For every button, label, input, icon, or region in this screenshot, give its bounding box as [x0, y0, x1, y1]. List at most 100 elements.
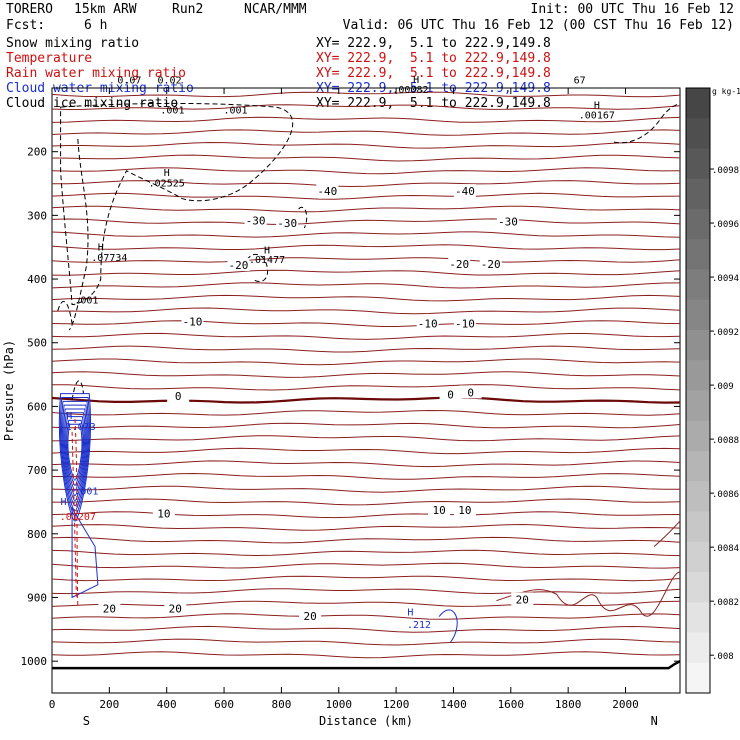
- high-marker: H: [264, 246, 270, 257]
- cloud-water-contour: [63, 408, 87, 502]
- field-value-label: .00167: [579, 111, 615, 122]
- cloud-water-contour: [438, 609, 458, 643]
- isotherm-line: [51, 549, 681, 557]
- cloud-water-contour: [65, 416, 85, 491]
- temp-label-bg: [453, 184, 476, 198]
- y-tick-label: 600: [27, 400, 47, 413]
- isotherm-line: [51, 358, 681, 366]
- isotherm-line: [51, 218, 681, 225]
- ice-contour: [613, 103, 681, 144]
- temp-label-bg: [244, 213, 267, 227]
- run-label: Run2: [172, 2, 204, 17]
- cloud-water-contour: [58, 393, 92, 522]
- temperature-label: 10: [458, 504, 471, 517]
- temp-label-bg: [98, 601, 121, 615]
- temperature-label: -10: [183, 316, 203, 329]
- isotherm-line: [51, 282, 681, 289]
- snow-contour: [60, 102, 294, 306]
- plot-frame: [51, 87, 681, 694]
- y-tick-label: 400: [27, 273, 47, 286]
- colorbar-segment: [686, 390, 710, 422]
- colorbar-tick-label: .0098: [712, 166, 739, 176]
- y-tick-label: 900: [27, 591, 47, 604]
- colorbar-segment: [686, 209, 710, 240]
- colorbar-segment: [686, 148, 710, 180]
- field-value-label: .212: [407, 620, 431, 631]
- colorbar-tick-label: .0094: [712, 274, 739, 284]
- cloud-water-contour: [59, 397, 90, 517]
- temperature-label: 0: [175, 390, 182, 403]
- temp-label-bg: [167, 389, 190, 403]
- isotherm-line: [51, 396, 681, 404]
- temperature-label: 0: [467, 386, 474, 399]
- x-tick-label: 1800: [555, 698, 582, 711]
- colorbar-tick-label: .0084: [712, 544, 739, 554]
- x-tick-label: 200: [99, 698, 119, 711]
- isotherm-line: [51, 575, 681, 582]
- south-label: S: [83, 714, 90, 728]
- field-name: Snow mixing ratio: [6, 36, 140, 51]
- temperature-label: -30: [277, 217, 297, 230]
- cloud-water-contour: [61, 400, 89, 512]
- y-axis-label: Pressure (hPa): [2, 340, 16, 441]
- colorbar-segment: [686, 118, 710, 149]
- colorbar-segment: [686, 360, 710, 391]
- x-tick-label: 600: [214, 698, 234, 711]
- x-tick-label: 1200: [383, 698, 410, 711]
- isotherm-line: [51, 588, 681, 595]
- y-tick-label: 500: [27, 337, 47, 350]
- temp-label-bg: [181, 314, 204, 328]
- field-value-label: .001: [74, 295, 98, 306]
- colorbar-segment: [686, 451, 710, 482]
- isotherm-line: [51, 154, 681, 162]
- colorbar-frame: [685, 87, 711, 694]
- field-value-label: .00082: [392, 85, 428, 96]
- temperature-label: 20: [516, 593, 529, 606]
- x-tick-label: 800: [271, 698, 291, 711]
- temperature-label: -40: [455, 185, 475, 198]
- isotherm-line: [51, 116, 681, 123]
- colorbar-tick-label: .0092: [712, 328, 739, 338]
- isotherm-line: [51, 129, 681, 136]
- cloud-water-contour: [66, 419, 84, 486]
- rain-contour: [74, 419, 79, 608]
- cloud-water-contour: [71, 506, 99, 599]
- snow-contour: [57, 300, 73, 324]
- high-marker: H: [413, 75, 419, 86]
- high-marker: H: [594, 100, 600, 111]
- isotherm-line: [51, 269, 681, 276]
- temperature-label: -30: [498, 216, 518, 229]
- isotherm-line: [51, 244, 681, 251]
- colorbar-unit-label: g kg-1: [712, 87, 740, 96]
- isotherm-line: [51, 205, 681, 213]
- colorbar-segment: [686, 299, 710, 331]
- x-tick-label: 400: [157, 698, 177, 711]
- colorbar-segment: [686, 178, 710, 210]
- isotherm-line: [51, 447, 681, 455]
- temp-label-bg: [416, 316, 439, 330]
- isotherm-line: [51, 498, 681, 506]
- temp-label-bg: [428, 503, 451, 517]
- isotherm-line: [51, 141, 681, 149]
- surface-line: [52, 660, 681, 670]
- model-name: TORERO: [6, 2, 53, 17]
- isotherm-line: [653, 520, 681, 547]
- field-value-label: .01477: [249, 255, 285, 266]
- colorbar-segment: [686, 481, 710, 512]
- field-xy-range: XY= 222.9, 5.1 to 222.9,149.8: [316, 51, 551, 66]
- isotherm-line: [51, 231, 681, 238]
- y-tick-label: 700: [27, 464, 47, 477]
- resolution: 15km ARW: [74, 2, 137, 17]
- x-tick-label: 0: [49, 698, 56, 711]
- colorbar-tick-label: .008: [712, 652, 734, 662]
- temp-label-bg: [299, 608, 322, 622]
- y-tick-label: 200: [27, 146, 47, 159]
- isotherm-line: [51, 192, 681, 200]
- field-name: Temperature: [6, 51, 93, 66]
- temperature-label: 10: [432, 504, 445, 517]
- isotherm-line: [51, 485, 681, 493]
- colorbar-segment: [686, 269, 710, 301]
- field-name: Rain water mixing ratio: [6, 66, 187, 81]
- ice-contour: [246, 253, 269, 283]
